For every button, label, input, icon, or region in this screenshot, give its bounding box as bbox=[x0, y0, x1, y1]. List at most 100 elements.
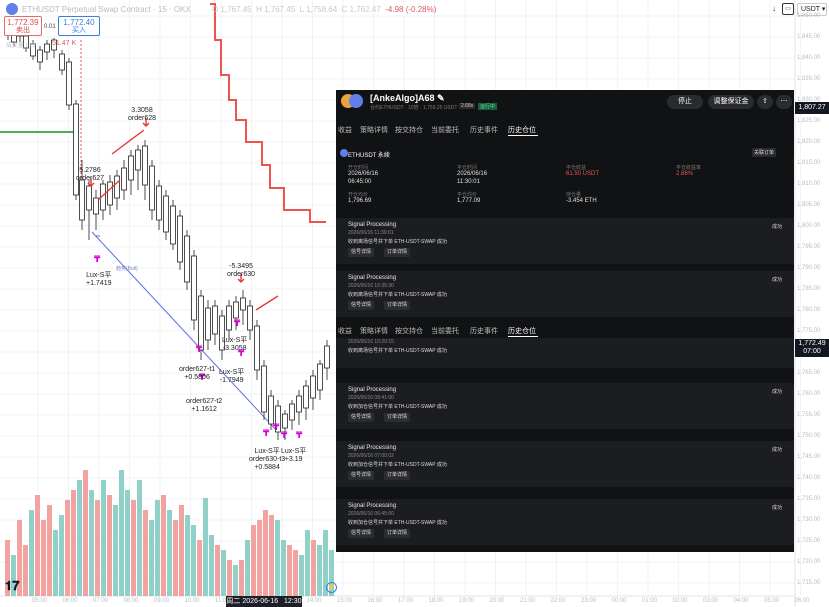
volume-bar bbox=[35, 495, 40, 596]
tab-a-0[interactable]: 收益 bbox=[338, 127, 352, 134]
candle-body bbox=[142, 145, 148, 186]
sell-button[interactable]: 1,772.39 卖出 bbox=[4, 16, 42, 36]
tab-b-2[interactable]: 按交持仓 bbox=[395, 328, 423, 335]
price-axis-label: 1,795.00 bbox=[797, 244, 821, 250]
signal-card: Signal Processing 2026/06/16 11:30:01 收到离场… bbox=[336, 218, 794, 264]
volume-bar bbox=[29, 510, 34, 596]
volume-bar bbox=[275, 520, 280, 596]
order-detail-button[interactable]: 订单详情 bbox=[384, 471, 411, 480]
volume-bar bbox=[107, 495, 112, 596]
exit-marker: ₸ bbox=[196, 345, 203, 355]
time-axis-label: 08:00 bbox=[123, 598, 139, 604]
order-annotation: 5.2786 order627 bbox=[76, 167, 105, 182]
candle-body bbox=[149, 165, 155, 211]
tab-b-3[interactable]: 当前委托 bbox=[431, 328, 459, 335]
candle-body bbox=[107, 181, 113, 206]
order-detail-button[interactable]: 订单详情 bbox=[384, 301, 411, 310]
candle-body bbox=[156, 185, 162, 221]
position-name: ETHUSDT 永续 bbox=[348, 153, 390, 159]
time-axis-label: 16:00 bbox=[367, 598, 383, 604]
tab-a-1[interactable]: 策略详情 bbox=[360, 127, 388, 134]
ohlc-readout: O 1,767.45 H 1,767.45 L 1,758.64 C 1,762… bbox=[212, 5, 437, 14]
order-detail-button[interactable]: 订单详情 bbox=[384, 413, 411, 422]
signal-detail-button[interactable]: 信号详情 bbox=[348, 471, 375, 480]
share-icon[interactable]: ⇪ bbox=[757, 95, 773, 109]
related-orders-button[interactable]: 关联订单 bbox=[752, 148, 777, 157]
volume-bar bbox=[113, 505, 118, 596]
edit-icon: ✎ bbox=[437, 93, 445, 103]
tab-a-4[interactable]: 历史事件 bbox=[470, 127, 498, 134]
time-axis-label: 21:00 bbox=[520, 598, 536, 604]
tab-a-2[interactable]: 按交持仓 bbox=[395, 127, 423, 134]
time-axis-label: 00:00 bbox=[611, 598, 627, 604]
signal-arrow bbox=[111, 129, 145, 155]
volume-bar bbox=[197, 540, 202, 596]
volume-bar bbox=[215, 545, 220, 596]
signal-title: Signal Processing bbox=[348, 275, 397, 281]
lightning-icon[interactable]: ⚡ bbox=[326, 582, 337, 593]
stop-button[interactable]: 停止 bbox=[667, 95, 703, 109]
tab-b-5[interactable]: 历史仓位 bbox=[508, 328, 536, 335]
spread-value: 0.01 bbox=[44, 24, 56, 30]
volume-bar bbox=[65, 500, 70, 596]
close-time: 2026/06/16 bbox=[457, 171, 488, 177]
candle-body bbox=[44, 43, 50, 53]
signal-card: Signal Processing 2026/06/16 07:00:02 收到加仓… bbox=[336, 441, 794, 487]
arrow-down-icon[interactable]: ↓ bbox=[772, 4, 776, 13]
signal-detail-button[interactable]: 信号详情 bbox=[348, 413, 375, 422]
time-axis-label: 18:00 bbox=[428, 598, 444, 604]
volume-bar bbox=[281, 540, 286, 596]
signal-detail-button[interactable]: 信号详情 bbox=[348, 529, 375, 538]
signal-title: Signal Processing bbox=[348, 222, 397, 228]
tab-a-5[interactable]: 历史仓位 bbox=[508, 127, 536, 134]
volume-bar bbox=[89, 490, 94, 596]
candle-body bbox=[114, 175, 120, 199]
price-axis-label: 1,800.00 bbox=[797, 223, 821, 229]
panel-header: [AnkeAlgo]A68 ✎ 合约ETHUSDT · 10倍 · 1,759.… bbox=[336, 90, 794, 114]
symbol-title[interactable]: ETHUSDT Perpetual Swap Contract · 15 · O… bbox=[22, 5, 191, 14]
volume-bar bbox=[233, 565, 238, 596]
order-detail-button[interactable]: 订单详情 bbox=[384, 248, 411, 257]
volume-bar bbox=[245, 540, 250, 596]
time-axis-label: 20:00 bbox=[489, 598, 505, 604]
panel-tabs: 收益 策略详情 按交持仓 当前委托 历史事件 历史仓位 bbox=[336, 123, 794, 137]
candle-body bbox=[324, 345, 330, 369]
buy-button[interactable]: 1,772.40 买入 bbox=[58, 16, 100, 36]
exit-label: Lux-S平 -1.7949 bbox=[219, 369, 245, 384]
exit-marker: ₸ bbox=[94, 255, 101, 265]
tradingview-logo-icon[interactable]: 𝟏𝟕 bbox=[5, 578, 20, 593]
currency-select[interactable]: USDT ▾ bbox=[797, 3, 827, 16]
close-avg-label: 平仓均价 bbox=[457, 192, 478, 198]
volume-bar bbox=[251, 525, 256, 596]
time-axis-label: 17:00 bbox=[398, 598, 414, 604]
volume-label: 成交量 | 15 bbox=[6, 43, 36, 49]
exit-label: Lux-S平 +1.7419 bbox=[86, 272, 112, 287]
tab-a-3[interactable]: 当前委托 bbox=[431, 127, 459, 134]
price-axis-label: 1,840.00 bbox=[797, 55, 821, 61]
order-detail-button[interactable]: 订单详情 bbox=[384, 529, 411, 538]
price-axis-label: 1,755.00 bbox=[797, 412, 821, 418]
pnl-rate-value: 2.86% bbox=[676, 171, 694, 177]
volume-bar bbox=[11, 555, 16, 596]
adjust-margin-button[interactable]: 调整保证金 bbox=[708, 95, 754, 109]
price-axis-label: 1,780.00 bbox=[797, 307, 821, 313]
tab-b-4[interactable]: 历史事件 bbox=[470, 328, 498, 335]
more-icon[interactable]: ⋯ bbox=[776, 95, 792, 109]
signal-detail-button[interactable]: 信号详情 bbox=[348, 248, 375, 257]
exit-marker: ₸ bbox=[281, 431, 288, 441]
entry-arrow bbox=[237, 274, 245, 283]
price-axis-label: 1,820.00 bbox=[797, 139, 821, 145]
volume-bar bbox=[227, 560, 232, 596]
signal-detail-button[interactable]: 信号详情 bbox=[348, 301, 375, 310]
candle-body bbox=[170, 205, 176, 245]
tab-b-1[interactable]: 策略详情 bbox=[360, 328, 388, 335]
volume-bar bbox=[239, 560, 244, 596]
price-axis-label: 1,850.00 bbox=[797, 13, 821, 19]
volume-bar bbox=[77, 480, 82, 596]
close-avg-value: 1,777.09 bbox=[457, 198, 481, 204]
candle-body bbox=[23, 35, 29, 49]
screenshot-icon[interactable]: ▭ bbox=[782, 3, 794, 15]
tab-b-0[interactable]: 收益 bbox=[338, 328, 352, 335]
candle-body bbox=[37, 49, 43, 63]
order-annotation: -5.3495 order630 bbox=[227, 263, 256, 278]
